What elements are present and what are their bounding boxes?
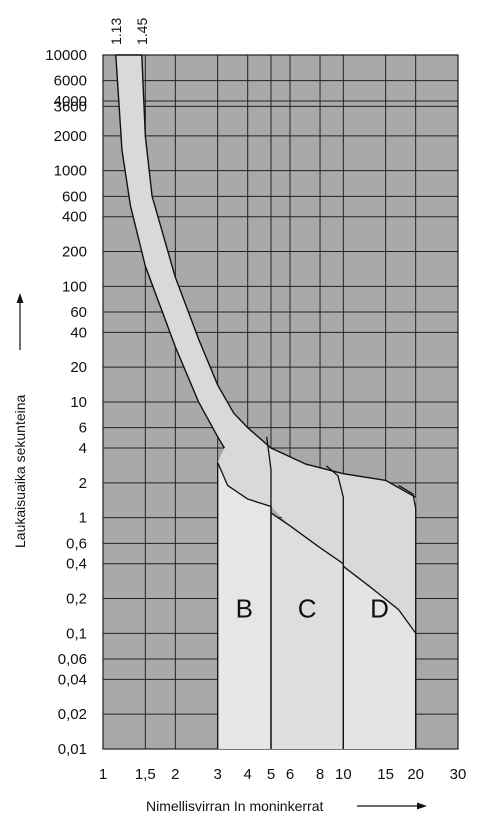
band-c-upper-curve — [325, 465, 344, 749]
y-tick-label: 20 — [70, 359, 87, 376]
y-tick-label: 0,4 — [66, 556, 87, 573]
y-tick-label: 1 — [79, 510, 87, 527]
band-b-upper-curve — [266, 436, 272, 749]
x-tick-label: 4 — [244, 766, 252, 783]
thermal-upper-curve — [141, 54, 417, 498]
x-tick-label: 20 — [407, 766, 424, 783]
top-marker-label: 1.45 — [134, 18, 150, 45]
y-tick-label: 6000 — [54, 73, 87, 90]
region-label-c: C — [298, 594, 317, 624]
region-label-d: D — [370, 594, 389, 624]
top-markers: 1.13 1.45 — [108, 18, 150, 45]
y-tick-label: 0,2 — [66, 591, 87, 608]
region-label-b: B — [236, 594, 253, 624]
y-tick-label: 0,6 — [66, 535, 87, 552]
y-tick-label: 0,04 — [58, 671, 87, 688]
y-tick-label: 200 — [62, 244, 87, 261]
x-tick-label: 2 — [171, 766, 179, 783]
y-tick-label: 10 — [70, 394, 87, 411]
y-tick-label: 0,01 — [58, 741, 87, 758]
y-axis-label: Laukaisuaika sekunteina — [12, 394, 28, 548]
y-tick-label: 400 — [62, 209, 87, 226]
x-axis-arrow — [357, 802, 427, 810]
band-d-upper-curve — [398, 484, 417, 749]
band-b-fill — [217, 462, 271, 749]
thermal-lower-curve — [115, 54, 226, 449]
x-tick-label: 3 — [213, 766, 221, 783]
band-c-fill — [271, 512, 344, 749]
region-labels: B C D — [236, 594, 389, 624]
x-axis-label: Nimellisvirran In moninkerrat — [146, 798, 323, 814]
x-tick-labels: 1 1,5 2 3 4 5 6 8 10 15 20 30 — [99, 766, 467, 783]
x-tick-label: 10 — [335, 766, 352, 783]
y-tick-label: 0,02 — [58, 706, 87, 723]
y-tick-label: 10000 — [45, 47, 87, 64]
x-tick-label: 30 — [450, 766, 467, 783]
x-tick-label: 1 — [99, 766, 107, 783]
x-tick-label: 8 — [316, 766, 324, 783]
y-tick-label: 3600 — [54, 98, 87, 115]
y-tick-label: 0,06 — [58, 651, 87, 668]
y-tick-label: 4000 — [54, 93, 87, 110]
top-marker-label: 1.13 — [108, 18, 124, 45]
y-tick-label: 2 — [79, 475, 87, 492]
curves — [115, 54, 417, 749]
y-tick-label: 1000 — [54, 163, 87, 180]
x-tick-label: 5 — [267, 766, 275, 783]
x-tick-label: 15 — [377, 766, 394, 783]
x-tick-label: 6 — [286, 766, 294, 783]
y-tick-label: 6 — [79, 420, 87, 437]
y-tick-label: 100 — [62, 278, 87, 295]
y-axis-arrow — [16, 293, 24, 350]
band-d-fill — [343, 566, 416, 749]
y-tick-label: 2000 — [54, 128, 87, 145]
y-tick-label: 40 — [70, 324, 87, 341]
y-tick-label: 0,1 — [66, 625, 87, 642]
y-tick-label: 600 — [62, 188, 87, 205]
x-tick-label: 1,5 — [135, 766, 156, 783]
y-tick-label: 4 — [79, 440, 87, 457]
y-tick-label: 60 — [70, 304, 87, 321]
